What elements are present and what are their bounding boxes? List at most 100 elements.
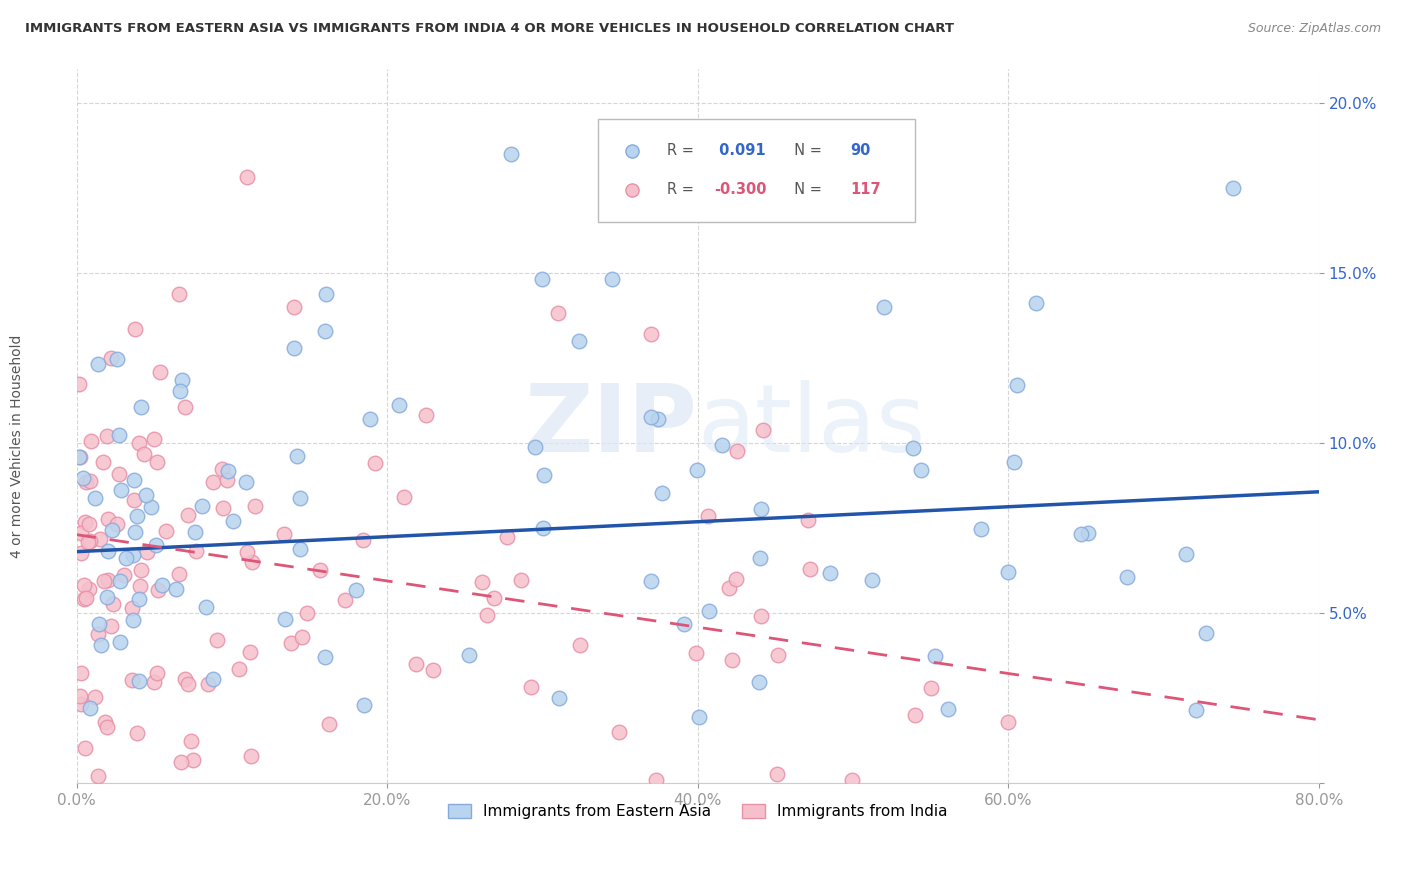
Point xyxy=(600,272,623,286)
Point xyxy=(924,648,946,663)
Point xyxy=(548,690,571,705)
Point xyxy=(145,455,167,469)
Point xyxy=(309,563,332,577)
Point xyxy=(295,606,318,620)
Point xyxy=(79,475,101,489)
Point xyxy=(125,509,148,524)
Point xyxy=(415,409,437,423)
Point xyxy=(108,427,131,442)
Point xyxy=(129,563,152,577)
Point xyxy=(524,440,547,454)
Point xyxy=(75,741,97,756)
Point xyxy=(76,535,98,549)
Point xyxy=(860,574,883,588)
Point xyxy=(647,411,669,425)
Point xyxy=(273,526,295,541)
Point xyxy=(721,653,744,667)
Point xyxy=(136,545,159,559)
Point xyxy=(920,681,942,695)
Point xyxy=(69,690,91,704)
Point xyxy=(1007,378,1029,392)
Point xyxy=(129,401,152,415)
Point xyxy=(93,574,115,589)
Point xyxy=(997,565,1019,579)
Point xyxy=(697,509,720,524)
Point xyxy=(471,575,494,590)
Point xyxy=(124,524,146,539)
Point xyxy=(100,523,122,537)
Point xyxy=(353,698,375,712)
Point xyxy=(87,769,110,783)
Point xyxy=(290,542,312,557)
Point xyxy=(910,463,932,477)
Text: -0.300: -0.300 xyxy=(714,183,766,197)
Point xyxy=(121,548,143,562)
Point xyxy=(127,726,149,740)
Point xyxy=(215,473,238,487)
Point xyxy=(751,609,773,624)
Point xyxy=(169,384,191,399)
Point xyxy=(477,607,499,622)
Point xyxy=(344,582,367,597)
Point xyxy=(108,634,131,648)
Point xyxy=(422,663,444,677)
Point xyxy=(177,508,200,522)
Point xyxy=(79,701,101,715)
Point xyxy=(1116,570,1139,584)
Point xyxy=(69,665,91,680)
Text: IMMIGRANTS FROM EASTERN ASIA VS IMMIGRANTS FROM INDIA 4 OR MORE VEHICLES IN HOUS: IMMIGRANTS FROM EASTERN ASIA VS IMMIGRAN… xyxy=(25,22,955,36)
Point xyxy=(239,645,262,659)
Point xyxy=(1070,526,1092,541)
Point xyxy=(1025,296,1047,310)
Point xyxy=(87,357,110,371)
Point xyxy=(73,578,96,592)
Point xyxy=(222,514,245,528)
Point xyxy=(496,530,519,544)
Point xyxy=(84,690,107,705)
Point xyxy=(73,515,96,529)
Point xyxy=(405,657,427,672)
Point xyxy=(568,334,591,348)
Point xyxy=(110,483,132,497)
Point xyxy=(124,322,146,336)
Point xyxy=(108,467,131,482)
Point xyxy=(520,680,543,694)
Point xyxy=(201,673,224,687)
Point xyxy=(97,512,120,526)
Point xyxy=(155,524,177,538)
Point xyxy=(274,612,297,626)
Point xyxy=(100,351,122,365)
Point xyxy=(364,456,387,470)
Point xyxy=(685,646,707,660)
Text: N =: N = xyxy=(785,183,827,197)
Point xyxy=(174,672,197,686)
Point xyxy=(69,526,91,541)
Point xyxy=(531,272,554,286)
Text: Source: ZipAtlas.com: Source: ZipAtlas.com xyxy=(1247,22,1381,36)
Point xyxy=(318,716,340,731)
Point xyxy=(128,579,150,593)
Point xyxy=(818,566,841,581)
Text: ZIP: ZIP xyxy=(524,380,697,472)
Point xyxy=(969,522,991,536)
Point xyxy=(128,435,150,450)
Point xyxy=(72,471,94,485)
Point xyxy=(121,673,143,687)
Point xyxy=(139,500,162,515)
Point xyxy=(482,591,505,605)
Point xyxy=(686,463,709,477)
Point xyxy=(766,648,789,662)
Point xyxy=(569,639,592,653)
Point xyxy=(97,544,120,558)
Point xyxy=(89,533,111,547)
Text: 4 or more Vehicles in Household: 4 or more Vehicles in Household xyxy=(10,334,24,558)
Point xyxy=(901,441,924,455)
Point xyxy=(142,674,165,689)
Point xyxy=(766,767,789,781)
Point xyxy=(122,492,145,507)
Point xyxy=(752,423,775,437)
Point xyxy=(644,772,666,787)
Text: N =: N = xyxy=(785,144,827,158)
Text: atlas: atlas xyxy=(697,380,927,472)
FancyBboxPatch shape xyxy=(599,119,915,222)
